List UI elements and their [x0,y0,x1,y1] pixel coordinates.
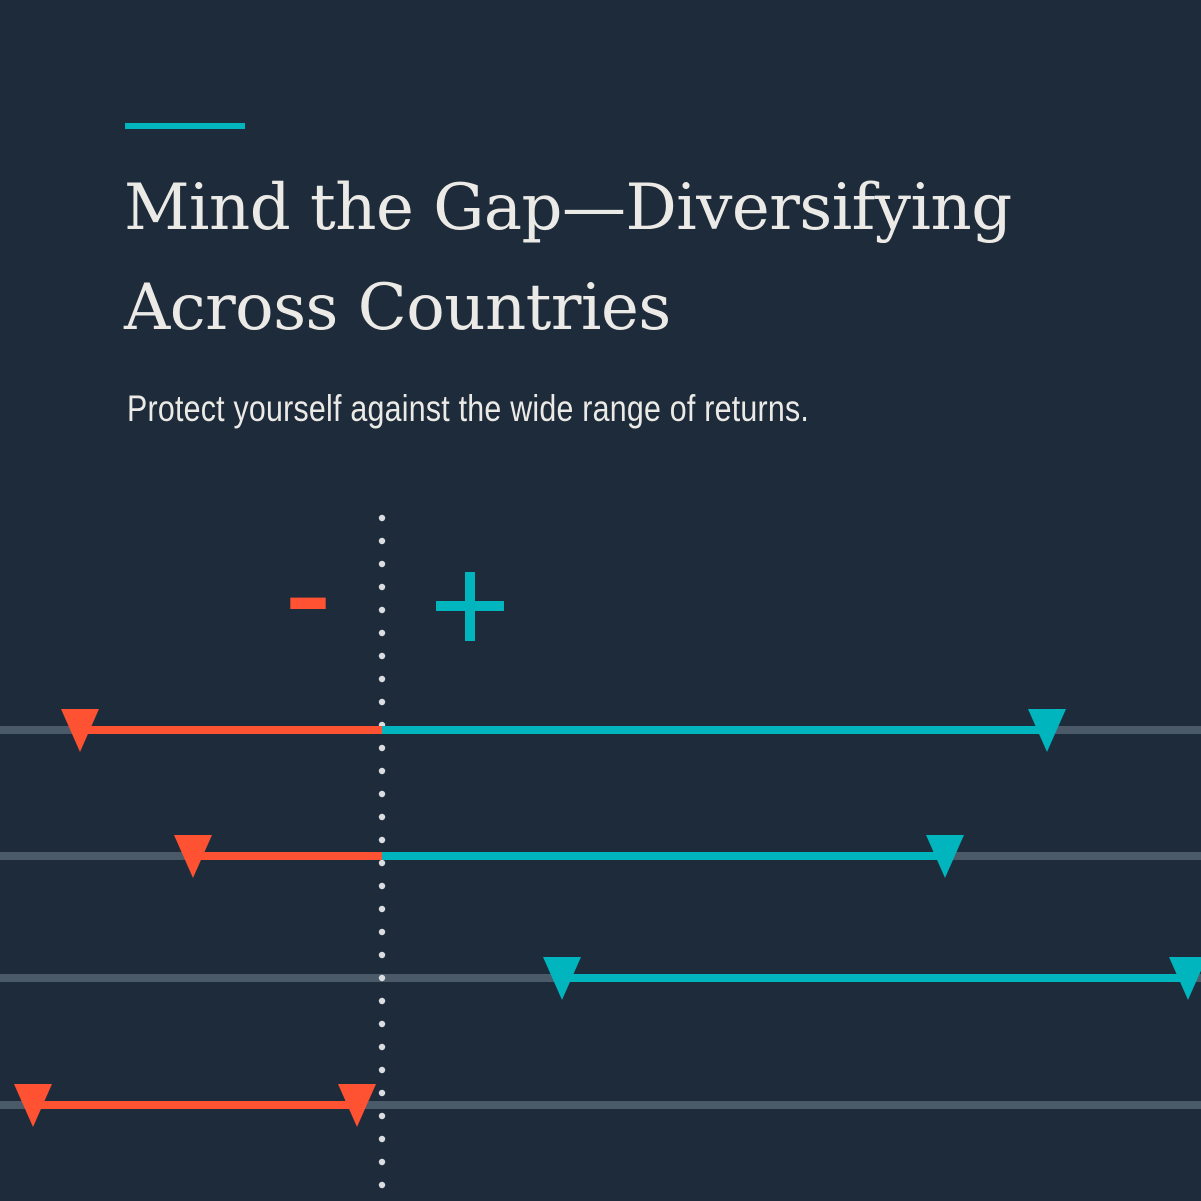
page-title: Mind the Gap—Diversifying Across Countrie… [124,158,1174,358]
zero-line-dot [378,905,386,913]
accent-rule [125,123,245,129]
zero-line-dot [378,1020,386,1028]
zero-line-dot [378,974,386,982]
zero-line-dot [378,997,386,1005]
zero-line-dot [378,951,386,959]
title-line-1: Mind the Gap—Diversifying [124,171,1012,245]
plus-icon [436,572,504,641]
zero-line-dot [378,882,386,890]
zero-line-dot [378,675,386,683]
positive-marker-triangle [1028,709,1066,752]
zero-line-dot [378,583,386,591]
zero-line-dot [378,1043,386,1051]
zero-line-dot [378,560,386,568]
subtitle: Protect yourself against the wide range … [127,388,810,429]
zero-line-dot [378,1112,386,1120]
zero-line-dot [378,744,386,752]
negative-marker-triangle [14,1084,52,1127]
zero-line-dot [378,813,386,821]
negative-range-bar [80,726,382,734]
zero-line-dot [378,790,386,798]
zero-line-dot [378,859,386,867]
zero-line-dot [378,836,386,844]
zero-line-dot [378,514,386,522]
zero-line-dot [378,1135,386,1143]
negative-marker-triangle [61,709,99,752]
zero-line-dot [378,1089,386,1097]
zero-line-dot [378,698,386,706]
zero-line-dot [378,629,386,637]
negative-range-bar [33,1101,357,1109]
negative-marker-triangle [338,1084,376,1127]
zero-line-dot [378,1158,386,1166]
zero-line-dot [378,928,386,936]
zero-line-dot [378,652,386,660]
positive-range-bar [382,852,945,860]
zero-line-dot [378,767,386,775]
positive-range-bar [382,726,1047,734]
negative-symbol: – [286,545,331,650]
positive-marker-triangle [926,835,964,878]
positive-range-bar [562,974,1188,982]
positive-marker-triangle [543,957,581,1000]
zero-line-dot [378,1181,386,1189]
title-line-2: Across Countries [124,271,671,345]
zero-line-dot [378,606,386,614]
track-line [0,1101,1201,1109]
negative-range-bar [193,852,382,860]
zero-line-dot [378,1066,386,1074]
positive-marker-triangle [1169,957,1201,1000]
negative-marker-triangle [174,835,212,878]
zero-line-dot [378,537,386,545]
